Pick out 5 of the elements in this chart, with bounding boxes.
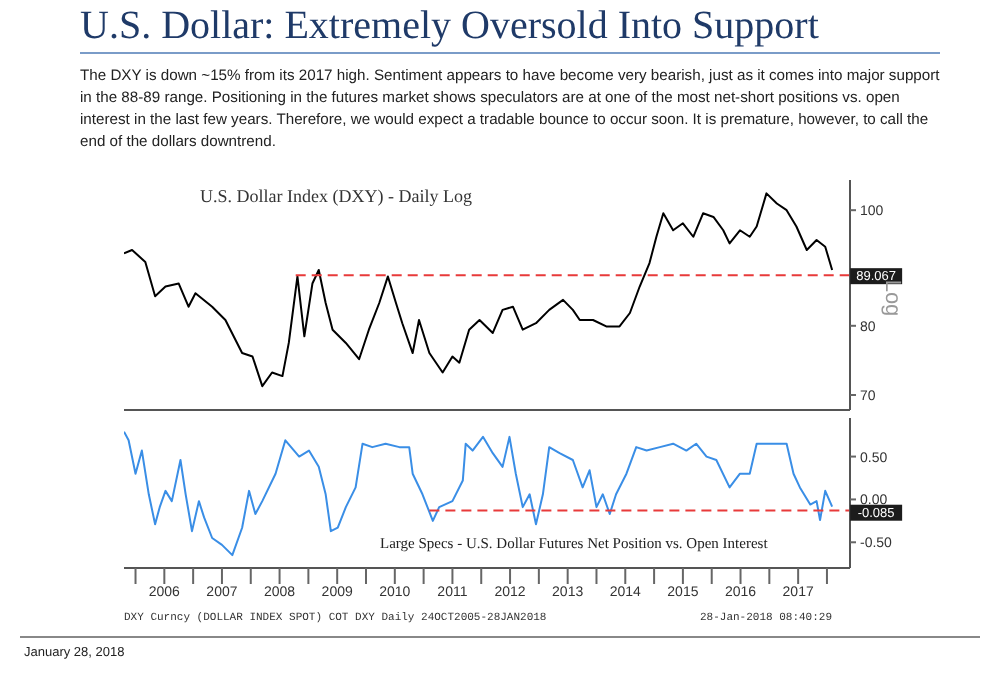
text: Log bbox=[880, 279, 905, 317]
chart-title: U.S. Dollar: Extremely Oversold Into Support bbox=[80, 4, 819, 50]
line-series bbox=[124, 430, 834, 557]
line-series bbox=[124, 192, 834, 388]
annotation: U.S. Dollar Index (DXY) - Daily Log bbox=[200, 186, 472, 206]
